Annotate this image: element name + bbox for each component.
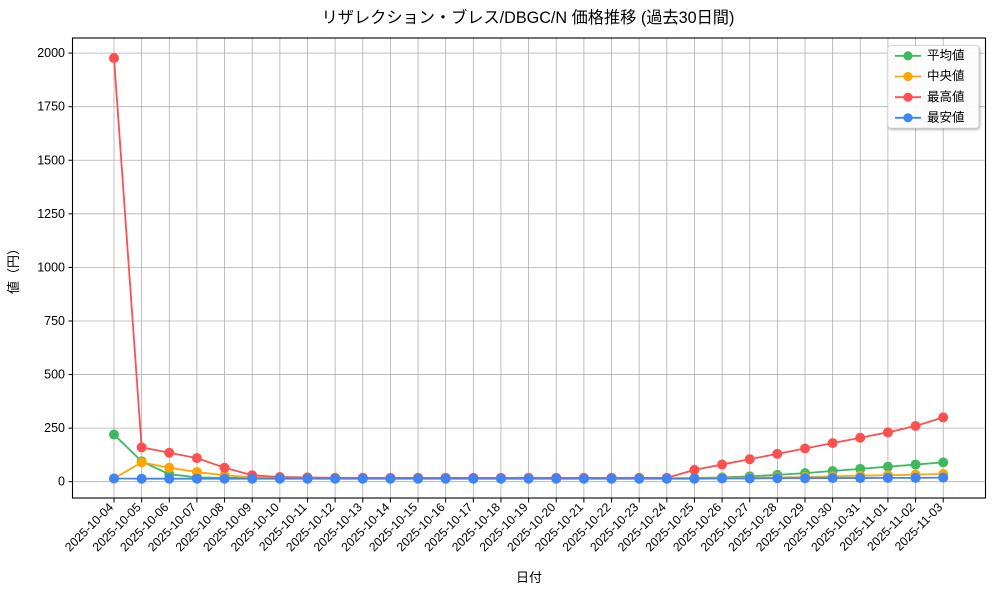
svg-text:1250: 1250 — [37, 207, 65, 221]
svg-text:値（円）: 値（円） — [6, 242, 21, 294]
svg-text:0: 0 — [58, 475, 65, 489]
svg-text:最高値: 最高値 — [927, 89, 965, 104]
svg-text:平均値: 平均値 — [927, 48, 965, 63]
svg-text:1750: 1750 — [37, 100, 65, 114]
svg-text:250: 250 — [44, 421, 65, 435]
svg-text:2000: 2000 — [37, 46, 65, 60]
svg-text:750: 750 — [44, 314, 65, 328]
svg-text:中央値: 中央値 — [927, 68, 965, 83]
svg-text:500: 500 — [44, 368, 65, 382]
svg-text:1000: 1000 — [37, 260, 65, 274]
svg-text:最安値: 最安値 — [927, 109, 965, 124]
svg-text:日付: 日付 — [516, 570, 542, 585]
svg-text:リザレクション・ブレス/DBGC/N 価格推移 (過去30日: リザレクション・ブレス/DBGC/N 価格推移 (過去30日間) — [322, 8, 735, 27]
svg-text:1500: 1500 — [37, 153, 65, 167]
